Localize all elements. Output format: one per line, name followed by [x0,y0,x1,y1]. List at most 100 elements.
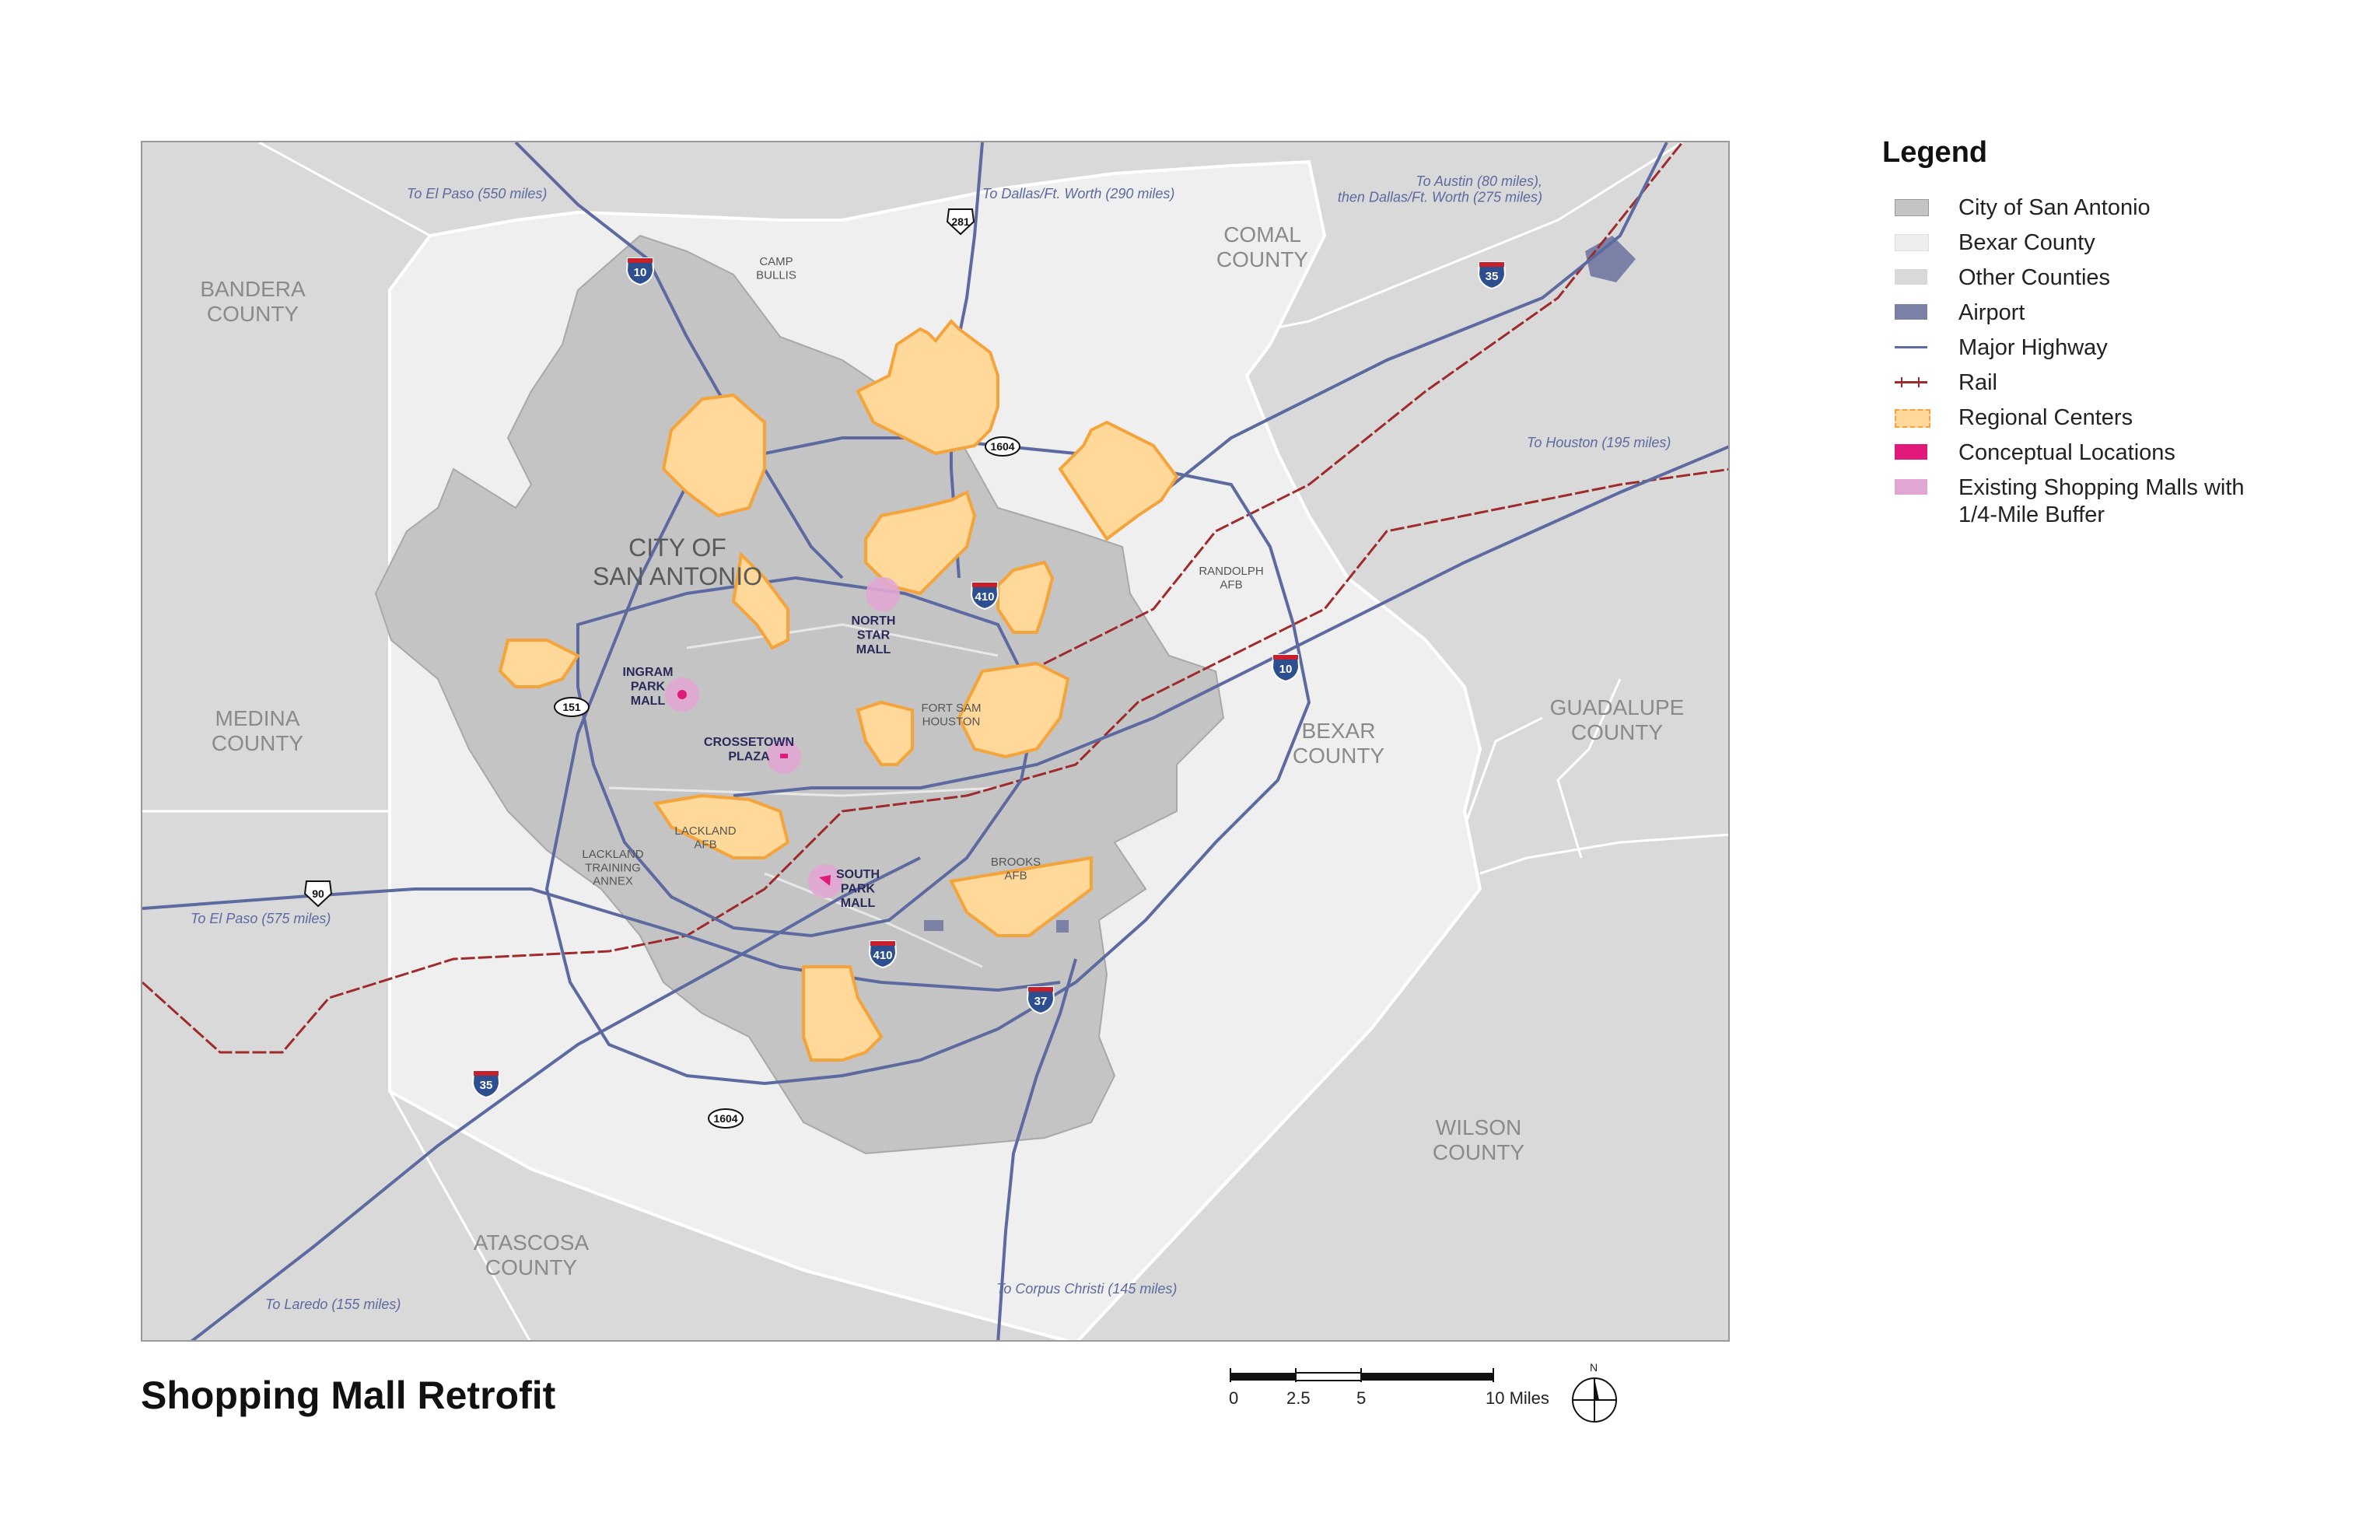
shield-i10-east-icon: 10 [1271,654,1300,683]
legend-item-label: City of San Antonio [1958,195,2151,220]
conceptual-swatch-icon [1895,444,1927,460]
legend-item-label: Conceptual Locations [1958,440,2175,465]
shield-i35-north-icon: 35 [1477,261,1507,290]
shield-i410-south-icon: 410 [868,940,898,969]
shield-i10-north-icon: 10 [625,257,655,286]
lackland-annex-label: LACKLAND TRAINING ANNEX [582,848,643,888]
highway-line-icon [1895,346,1927,348]
wilson-label: WILSON COUNTY [1433,1115,1525,1164]
guadalupe-label: GUADALUPE COUNTY [1550,695,1685,744]
city-swatch-icon [1895,199,1929,216]
airport-small-2 [924,920,943,931]
brooks-label: BROOKS AFB [991,856,1041,882]
legend-item-label: Other Counties [1958,265,2111,290]
major-highways [142,142,1728,1340]
legend-item: Bexar County [1882,228,2364,263]
randolph-label: RANDOLPH AFB [1199,565,1263,591]
legend-item-label: Airport [1958,300,2025,325]
atascosa-label: ATASCOSA COUNTY [474,1230,590,1279]
shield-i35-south-icon: 35 [471,1070,501,1099]
scale-label-10-miles: 10 Miles [1486,1388,1549,1408]
legend-item-label: Existing Shopping Malls with 1/4-Mile Buf… [1958,475,2245,527]
regional-center-5 [731,551,789,650]
rail-line-icon [1895,377,1927,387]
dest-el-paso-top: To El Paso (550 miles) [407,186,547,201]
legend-items: City of San Antonio Bexar County Other Cou… [1882,193,2364,527]
north-arrow-icon: N [1570,1361,1619,1423]
regional-centers [498,319,1179,1062]
fort-sam-label: FORT SAM HOUSTON [922,702,982,728]
scale-label-2-5: 2.5 [1286,1388,1311,1408]
crosstown-label: CROSSETOWN PLAZA [704,736,794,763]
regional-center-2 [856,319,999,456]
legend-item-label: Major Highway [1958,335,2108,360]
legend-item: City of San Antonio [1882,193,2364,228]
other-counties-swatch-icon [1895,269,1927,285]
destination-labels: To El Paso (550 miles) To Dallas/Ft. Wor… [191,173,1671,1312]
conceptual-crosstown [780,754,788,758]
north-label: N [1590,1361,1598,1374]
regional-center-swatch-icon [1895,409,1930,428]
regional-center-7 [498,639,580,688]
shield-us90-icon: 90 [303,880,333,908]
route-shields: 10 35 281 1604 410 151 10 90 410 37 35 1604 [303,208,1507,1129]
shield-loop1604-north-icon: 1604 [985,436,1020,457]
svg-text:35: 35 [480,1079,493,1092]
airport-small-1 [1056,920,1069,933]
svg-text:281: 281 [951,215,970,228]
svg-text:410: 410 [873,949,892,962]
dest-houston: To Houston (195 miles) [1527,435,1671,450]
svg-text:35: 35 [1486,270,1499,283]
scale-bar: 0 2.5 5 10 Miles [1229,1365,1579,1412]
rail-lines [142,142,1728,1054]
regional-center-4 [864,490,977,596]
svg-text:410: 410 [975,590,994,604]
shield-sh151-icon: 151 [554,697,590,717]
legend-item: Other Counties [1882,263,2364,298]
svg-text:10: 10 [1279,663,1293,676]
svg-text:1604: 1604 [990,440,1014,453]
map: BANDERA COUNTY MEDINA COUNTY COMAL COUNTY G… [141,141,1730,1342]
legend-item: Rail [1882,368,2364,403]
airport-swatch-icon [1895,304,1927,320]
regional-center-12 [802,965,884,1062]
legend-item: Regional Centers [1882,403,2364,438]
dest-laredo: To Laredo (155 miles) [265,1297,401,1312]
scale-bar-graphic [1230,1368,1494,1382]
dest-corpus: To Corpus Christi (145 miles) [996,1281,1177,1297]
place-labels: CAMP BULLIS RANDOLPH AFB FORT SAM HOUSTON L… [582,255,1263,888]
shield-us281-icon: 281 [946,208,975,236]
legend-item: Major Highway [1882,333,2364,368]
legend-item-label: Bexar County [1958,230,2095,255]
city-label: CITY OF SAN ANTONIO [593,534,762,590]
lackland-label: LACKLAND AFB [674,824,736,851]
bandera-label: BANDERA COUNTY [200,277,306,326]
dest-el-paso-bottom: To El Paso (575 miles) [191,911,331,926]
bexar-label: BEXAR COUNTY [1293,719,1385,768]
mall-labels: NORTH STAR MALL INGRAM PARK MALL CROSSETOWN P… [623,614,896,910]
conceptual-south-park [819,875,831,886]
legend-title: Legend [1882,136,1988,169]
scale-label-5: 5 [1356,1388,1367,1408]
county-labels: BANDERA COUNTY MEDINA COUNTY COMAL COUNTY G… [200,222,1684,1279]
legend-item: Conceptual Locations [1882,438,2364,473]
legend-item: Airport [1882,298,2364,333]
legend-item: Existing Shopping Malls with 1/4-Mile Buf… [1882,473,2364,527]
comal-label: COMAL COUNTY [1216,222,1309,271]
shield-loop1604-south-icon: 1604 [708,1108,744,1129]
camp-bullis-label: CAMP BULLIS [756,255,796,282]
svg-text:10: 10 [634,266,647,279]
shield-i410-north-icon: 410 [970,582,999,611]
conceptual-locations [677,690,831,886]
ingram-label: INGRAM PARK MALL [623,666,674,708]
svg-text:151: 151 [562,701,581,713]
svg-text:90: 90 [312,887,324,900]
map-svg: BANDERA COUNTY MEDINA COUNTY COMAL COUNTY G… [142,142,1728,1340]
mall-buffer-north-star [866,577,900,611]
regional-center-1 [661,393,766,518]
bexar-swatch-icon [1895,234,1929,251]
north-star-label: NORTH STAR MALL [852,614,896,656]
south-park-label: SOUTH PARK MALL [836,868,880,910]
map-title: Shopping Mall Retrofit [141,1374,556,1417]
legend-item-label: Rail [1958,370,1997,395]
